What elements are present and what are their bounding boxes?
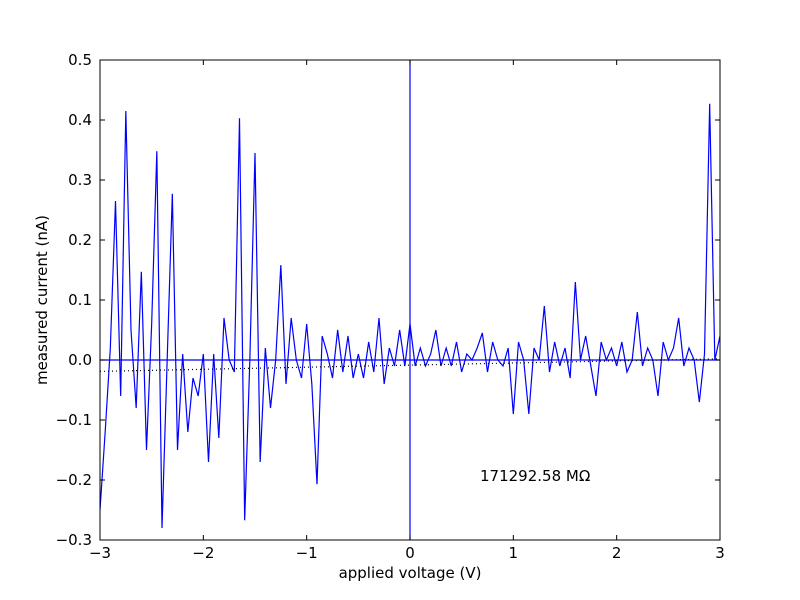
- x-axis-label: applied voltage (V): [339, 564, 482, 582]
- y-tick-label: −0.3: [56, 531, 92, 549]
- annotation: 171292.58 MΩ: [480, 467, 590, 485]
- y-tick-label: 0.4: [68, 111, 92, 129]
- x-tick-label: 1: [509, 544, 519, 562]
- y-tick-label: 0.2: [68, 231, 92, 249]
- x-tick-label: −2: [192, 544, 214, 562]
- data-line: [100, 358, 720, 372]
- y-tick-label: 0.5: [68, 51, 92, 69]
- x-tick-label: −1: [296, 544, 318, 562]
- y-tick-label: 0.3: [68, 171, 92, 189]
- y-tick-label: 0.1: [68, 291, 92, 309]
- y-tick-label: 0.0: [68, 351, 92, 369]
- x-tick-label: 2: [612, 544, 622, 562]
- y-tick-label: −0.1: [56, 411, 92, 429]
- x-tick-label: 3: [715, 544, 725, 562]
- y-tick-label: −0.2: [56, 471, 92, 489]
- x-tick-label: 0: [405, 544, 415, 562]
- y-axis-label: measured current (nA): [33, 215, 51, 385]
- x-tick-label: −3: [89, 544, 111, 562]
